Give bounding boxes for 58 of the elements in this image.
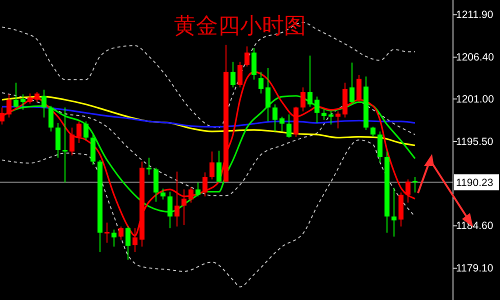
y-tick-label: 1195.50 [456,136,494,148]
candlestick [6,94,12,118]
candlestick [252,47,256,80]
candlestick [56,122,60,158]
y-tick-label: 1201.00 [456,93,494,106]
candlestick [210,151,214,180]
candlestick [182,188,186,226]
candlestick [202,172,208,197]
candlestick [146,157,152,176]
candlestick [112,229,116,248]
candlestick [196,182,200,197]
candlestick [154,167,158,202]
candlestick [378,130,382,163]
candlestick [258,71,264,94]
candlestick [20,94,26,110]
candlestick [34,92,40,103]
candlestick [118,226,124,240]
candlestick [336,110,340,129]
candlestick [314,96,320,124]
candlestick [62,106,68,183]
candlestick [350,62,354,104]
candlestick [42,89,46,118]
candlestick [356,74,362,103]
candlestick [168,191,172,229]
candlestick [70,127,74,156]
candlestick [406,178,410,204]
candlestick [126,226,130,260]
candlestick [174,171,180,228]
line-series [2,139,416,288]
y-tick-label: 1211.90 [456,9,494,22]
candlestick [230,61,236,88]
candlestick [322,109,326,120]
candlestick [392,187,396,238]
candlestick [84,120,88,140]
y-tick-label: 1179.10 [456,262,494,275]
candlestick [14,82,18,108]
ref-line-label: 1190.23 [456,176,494,189]
candlestick [188,186,194,204]
candlestick [244,46,250,67]
candlestick [76,120,82,144]
candlestick [370,126,376,138]
candlestick [272,104,278,132]
line-series [2,92,416,196]
candlestick [90,134,96,166]
candlestick [280,116,284,132]
candlestick [104,222,110,244]
candlestick [328,110,334,125]
candlestick [286,114,292,138]
candlestick [412,176,418,194]
text: 黄金四小时图 [174,14,306,39]
candlestick [300,86,306,112]
candlestick [28,93,32,104]
candlestick [48,105,54,132]
candlestick [266,68,270,122]
candlestick [308,55,312,108]
y-tick-label: 1206.40 [456,52,494,64]
candlestick [160,188,166,200]
candlestick [216,150,222,183]
